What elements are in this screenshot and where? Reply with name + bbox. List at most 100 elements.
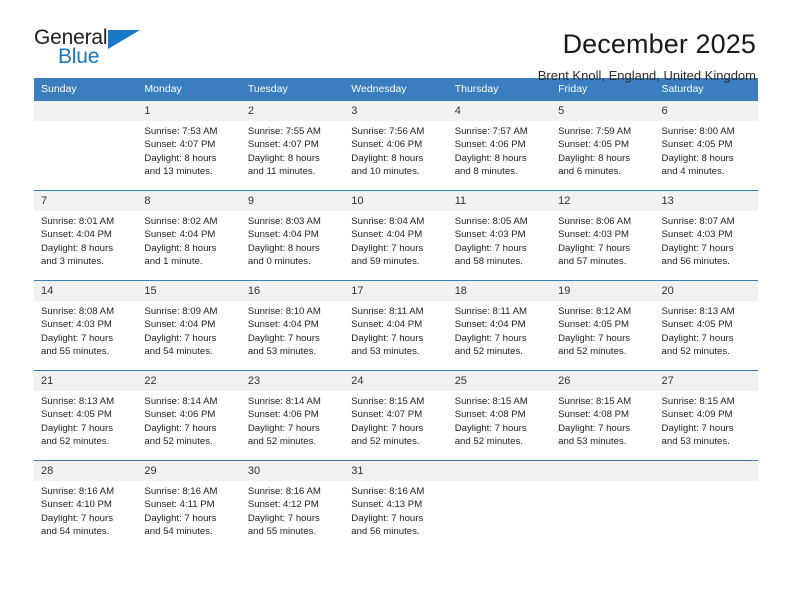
sunrise-text: Sunrise: 8:14 AM [247, 396, 321, 407]
sunrise-text: Sunrise: 8:16 AM [41, 486, 115, 497]
daylight-text: Daylight: 8 hours and 4 minutes. [661, 152, 734, 178]
calendar-day-cell[interactable]: 11 Sunrise: 8:05 AM Sunset: 4:03 PM Dayligh… [447, 190, 552, 281]
calendar-day-cell[interactable]: 16 Sunrise: 8:10 AM Sunset: 4:04 PM Dayligh… [240, 280, 345, 371]
calendar-day-cell[interactable]: 4 Sunrise: 7:57 AM Sunset: 4:06 PM Daylight… [447, 100, 552, 191]
calendar-day-cell-empty [447, 460, 552, 551]
calendar-day-cell[interactable]: 6 Sunrise: 8:00 AM Sunset: 4:05 PM Daylight… [654, 100, 758, 191]
day-number: 23 [240, 371, 345, 391]
day-details: Sunrise: 8:14 AM Sunset: 4:06 PM Daylight:… [137, 391, 240, 449]
sunset-text: Sunset: 4:13 PM [351, 499, 423, 511]
daylight-text: Daylight: 7 hours and 54 minutes. [144, 332, 217, 358]
daylight-text: Daylight: 7 hours and 52 minutes. [558, 332, 631, 358]
sunrise-text: Sunrise: 7:59 AM [558, 126, 632, 137]
daylight-text: Daylight: 7 hours and 53 minutes. [247, 332, 320, 358]
calendar-day-cell[interactable]: 18 Sunrise: 8:11 AM Sunset: 4:04 PM Dayligh… [447, 280, 552, 371]
page-header: General Blue December 2025 Brent Knoll, … [0, 0, 792, 83]
calendar-day-cell[interactable]: 8 Sunrise: 8:02 AM Sunset: 4:04 PM Daylight… [137, 190, 241, 281]
calendar-day-cell[interactable]: 2 Sunrise: 7:55 AM Sunset: 4:07 PM Daylight… [240, 100, 345, 191]
day-details: Sunrise: 8:16 AM Sunset: 4:10 PM Daylight:… [34, 481, 137, 539]
calendar-day-cell[interactable]: 19 Sunrise: 8:12 AM Sunset: 4:05 PM Dayligh… [551, 280, 655, 371]
calendar-day-cell[interactable]: 31 Sunrise: 8:16 AM Sunset: 4:13 PM Dayligh… [344, 460, 448, 551]
sunrise-text: Sunrise: 8:14 AM [144, 396, 218, 407]
day-details: Sunrise: 8:00 AM Sunset: 4:05 PM Daylight:… [655, 121, 758, 179]
calendar-day-cell[interactable]: 22 Sunrise: 8:14 AM Sunset: 4:06 PM Dayligh… [137, 370, 241, 461]
sunset-text: Sunset: 4:06 PM [247, 409, 319, 421]
calendar-day-cell[interactable]: 30 Sunrise: 8:16 AM Sunset: 4:12 PM Dayligh… [240, 460, 345, 551]
sunset-text: Sunset: 4:05 PM [558, 139, 630, 151]
calendar-day-cell[interactable]: 20 Sunrise: 8:13 AM Sunset: 4:05 PM Dayligh… [654, 280, 758, 371]
day-number: 30 [240, 461, 345, 481]
sunset-text: Sunset: 4:04 PM [247, 229, 319, 241]
sunset-text: Sunset: 4:06 PM [351, 139, 423, 151]
calendar-day-cell[interactable]: 14 Sunrise: 8:08 AM Sunset: 4:03 PM Dayligh… [34, 280, 138, 371]
calendar-day-cell[interactable]: 13 Sunrise: 8:07 AM Sunset: 4:03 PM Dayligh… [654, 190, 758, 281]
calendar-day-cell-empty [551, 460, 655, 551]
daylight-text: Daylight: 7 hours and 54 minutes. [144, 512, 217, 538]
calendar-day-cell[interactable]: 28 Sunrise: 8:16 AM Sunset: 4:10 PM Dayligh… [34, 460, 138, 551]
sunset-text: Sunset: 4:07 PM [351, 409, 423, 421]
logo-text-general: General [34, 26, 108, 49]
sunset-text: Sunset: 4:08 PM [454, 409, 526, 421]
sunrise-text: Sunrise: 8:05 AM [454, 216, 528, 227]
calendar-day-cell[interactable]: 21 Sunrise: 8:13 AM Sunset: 4:05 PM Dayligh… [34, 370, 138, 461]
day-details: Sunrise: 8:06 AM Sunset: 4:03 PM Daylight:… [551, 211, 654, 269]
day-number: 31 [344, 461, 448, 481]
calendar-day-cell[interactable]: 7 Sunrise: 8:01 AM Sunset: 4:04 PM Daylight… [34, 190, 138, 281]
day-number: 15 [137, 281, 241, 301]
daylight-text: Daylight: 7 hours and 59 minutes. [351, 242, 424, 268]
calendar-day-cell[interactable]: 26 Sunrise: 8:15 AM Sunset: 4:08 PM Dayligh… [551, 370, 655, 461]
sunset-text: Sunset: 4:04 PM [41, 229, 112, 241]
calendar-day-cell[interactable]: 1 Sunrise: 7:53 AM Sunset: 4:07 PM Daylight… [137, 100, 241, 191]
day-details: Sunrise: 7:56 AM Sunset: 4:06 PM Daylight:… [344, 121, 447, 179]
daylight-text: Daylight: 7 hours and 52 minutes. [41, 422, 113, 448]
day-number [654, 461, 758, 481]
sunrise-text: Sunrise: 8:16 AM [247, 486, 321, 497]
sunrise-text: Sunrise: 8:03 AM [247, 216, 321, 227]
calendar-day-cell-empty [34, 100, 138, 191]
daylight-text: Daylight: 7 hours and 58 minutes. [454, 242, 527, 268]
weekday-header-wednesday: Wednesday [344, 78, 448, 101]
calendar-day-cell[interactable]: 25 Sunrise: 8:15 AM Sunset: 4:08 PM Dayligh… [447, 370, 552, 461]
sunrise-text: Sunrise: 8:15 AM [558, 396, 632, 407]
calendar-day-cell[interactable]: 24 Sunrise: 8:15 AM Sunset: 4:07 PM Dayligh… [344, 370, 448, 461]
day-number: 24 [344, 371, 448, 391]
calendar-day-cell[interactable]: 9 Sunrise: 8:03 AM Sunset: 4:04 PM Daylight… [240, 190, 345, 281]
daylight-text: Daylight: 8 hours and 6 minutes. [558, 152, 631, 178]
sunset-text: Sunset: 4:04 PM [247, 319, 319, 331]
day-number: 6 [654, 101, 758, 121]
calendar-day-cell[interactable]: 5 Sunrise: 7:59 AM Sunset: 4:05 PM Daylight… [551, 100, 655, 191]
sunset-text: Sunset: 4:06 PM [454, 139, 526, 151]
calendar-day-cell[interactable]: 29 Sunrise: 8:16 AM Sunset: 4:11 PM Dayligh… [137, 460, 241, 551]
daylight-text: Daylight: 7 hours and 53 minutes. [351, 332, 424, 358]
sunset-text: Sunset: 4:04 PM [351, 229, 423, 241]
weekday-header-saturday: Saturday [654, 78, 758, 101]
day-number: 22 [137, 371, 241, 391]
weekday-header-thursday: Thursday [447, 78, 552, 101]
calendar-day-cell[interactable]: 12 Sunrise: 8:06 AM Sunset: 4:03 PM Dayligh… [551, 190, 655, 281]
calendar-day-cell[interactable]: 17 Sunrise: 8:11 AM Sunset: 4:04 PM Dayligh… [344, 280, 448, 371]
day-details: Sunrise: 8:16 AM Sunset: 4:12 PM Daylight:… [241, 481, 344, 539]
sunrise-text: Sunrise: 8:16 AM [351, 486, 425, 497]
day-number: 14 [34, 281, 138, 301]
daylight-text: Daylight: 8 hours and 11 minutes. [247, 152, 320, 178]
sunset-text: Sunset: 4:07 PM [247, 139, 319, 151]
daylight-text: Daylight: 7 hours and 57 minutes. [558, 242, 631, 268]
calendar-day-cell[interactable]: 15 Sunrise: 8:09 AM Sunset: 4:04 PM Dayligh… [137, 280, 241, 371]
calendar-day-cell[interactable]: 3 Sunrise: 7:56 AM Sunset: 4:06 PM Daylight… [344, 100, 448, 191]
weekday-header-friday: Friday [551, 78, 655, 101]
calendar-day-cell[interactable]: 10 Sunrise: 8:04 AM Sunset: 4:04 PM Dayligh… [344, 190, 448, 281]
day-details: Sunrise: 8:13 AM Sunset: 4:05 PM Daylight:… [655, 301, 758, 359]
day-number: 13 [654, 191, 758, 211]
calendar-day-cell[interactable]: 23 Sunrise: 8:14 AM Sunset: 4:06 PM Dayligh… [240, 370, 345, 461]
daylight-text: Daylight: 7 hours and 53 minutes. [558, 422, 631, 448]
sunset-text: Sunset: 4:04 PM [144, 319, 216, 331]
calendar-day-cell[interactable]: 27 Sunrise: 8:15 AM Sunset: 4:09 PM Dayligh… [654, 370, 758, 461]
day-details: Sunrise: 7:57 AM Sunset: 4:06 PM Daylight:… [448, 121, 551, 179]
daylight-text: Daylight: 7 hours and 55 minutes. [247, 512, 320, 538]
sunset-text: Sunset: 4:08 PM [558, 409, 630, 421]
page-subtitle: Brent Knoll, England, United Kingdom [537, 68, 756, 83]
daylight-text: Daylight: 7 hours and 52 minutes. [247, 422, 320, 448]
day-details: Sunrise: 8:15 AM Sunset: 4:08 PM Daylight:… [551, 391, 654, 449]
sunset-text: Sunset: 4:09 PM [661, 409, 733, 421]
day-number [34, 101, 138, 121]
